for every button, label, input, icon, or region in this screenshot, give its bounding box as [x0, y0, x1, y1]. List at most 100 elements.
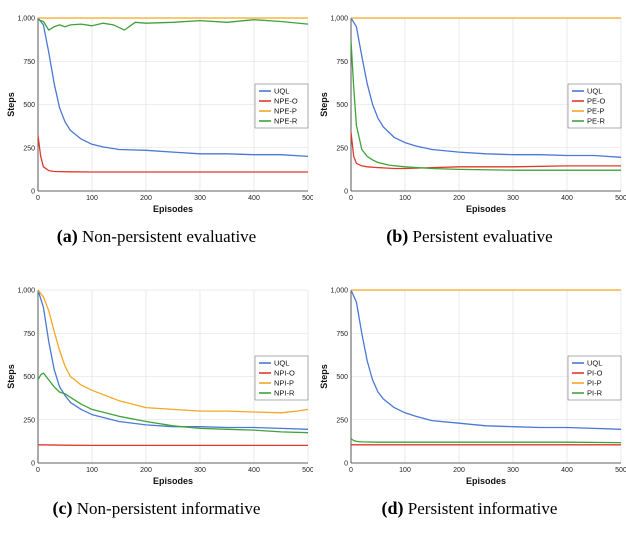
legend-label: PI-R — [587, 389, 603, 398]
series-line-pe-r — [350, 40, 621, 171]
legend-label: UQL — [587, 359, 602, 368]
caption-c: (c) Non-persistent informative — [0, 498, 313, 519]
caption-b-text: Persistent evaluative — [412, 227, 553, 246]
y-tick-label: 250 — [23, 145, 35, 152]
y-tick-label: 250 — [23, 417, 35, 424]
x-axis-title: Episodes — [466, 476, 506, 486]
y-tick-label: 500 — [23, 374, 35, 381]
series-line-npi-r — [37, 372, 309, 434]
y-tick-label: 500 — [336, 374, 348, 381]
legend-label: UQL — [274, 359, 289, 368]
caption-b-tag: (b) — [386, 226, 409, 246]
legend-label: PE-R — [587, 117, 606, 126]
series-line-pe-o — [350, 132, 621, 170]
caption-b: (b) Persistent evaluative — [313, 226, 626, 247]
series-line-uql — [350, 289, 622, 430]
x-tick-label: 200 — [453, 195, 465, 202]
chart-c-svg: 0 100 200 300 400 500 0 250 500 750 1,000 Episodes S… — [6, 288, 313, 487]
series-line-npi-p — [37, 289, 309, 414]
legend-label: NPI-P — [274, 379, 294, 388]
series-line-uql — [37, 17, 309, 158]
legend-label: PI-O — [587, 369, 603, 378]
legend-label: NPE-R — [274, 117, 298, 126]
y-tick-label: 750 — [336, 331, 348, 338]
x-tick-label: 500 — [302, 467, 313, 474]
x-tick-label: 200 — [140, 195, 152, 202]
panel-d: 0 100 200 300 400 500 0 250 500 750 1,000 Episodes S… — [313, 272, 626, 533]
y-tick-label: 0 — [31, 189, 35, 196]
y-tick-label: 1,000 — [17, 288, 35, 295]
legend-label: UQL — [274, 87, 289, 96]
caption-a-text: Non-persistent evaluative — [82, 227, 257, 246]
y-tick-label: 750 — [336, 59, 348, 66]
y-tick-label: 0 — [31, 461, 35, 468]
y-tick-label: 750 — [23, 331, 35, 338]
x-tick-label: 400 — [561, 195, 573, 202]
x-tick-label: 0 — [349, 467, 353, 474]
legend-label: NPE-P — [274, 107, 297, 116]
panel-c: 0 100 200 300 400 500 0 250 500 750 1,000 Episodes S… — [0, 272, 313, 533]
chart-b-svg: 0 100 200 300 400 500 0 250 500 750 1,000 Episodes S… — [319, 16, 626, 215]
chart-d-svg: 0 100 200 300 400 500 0 250 500 750 1,000 Episodes S… — [319, 288, 626, 487]
figure-panels: 0 100 200 300 400 500 0 250 500 750 1,000 Episodes S… — [0, 0, 626, 519]
y-tick-label: 500 — [23, 102, 35, 109]
x-tick-label: 300 — [507, 467, 519, 474]
legend-label: PE-O — [587, 97, 606, 106]
y-tick-label: 1,000 — [330, 288, 348, 295]
y-tick-label: 1,000 — [17, 16, 35, 23]
y-tick-label: 500 — [336, 102, 348, 109]
series-line-npe-o — [37, 135, 308, 173]
series-line-pi-r — [350, 438, 622, 444]
caption-d-tag: (d) — [381, 498, 404, 518]
y-tick-label: 0 — [344, 461, 348, 468]
series-line-uql — [350, 17, 622, 158]
x-tick-label: 400 — [561, 467, 573, 474]
legend-label: UQL — [587, 87, 602, 96]
legend-label: NPI-O — [274, 369, 295, 378]
y-tick-label: 0 — [344, 189, 348, 196]
y-axis-title: Steps — [6, 92, 16, 117]
x-axis-title: Episodes — [153, 204, 193, 214]
legend-label: NPI-R — [274, 389, 295, 398]
x-tick-label: 500 — [615, 467, 626, 474]
y-tick-label: 750 — [23, 59, 35, 66]
x-tick-label: 100 — [399, 467, 411, 474]
x-tick-label: 400 — [248, 195, 260, 202]
x-tick-label: 100 — [86, 467, 98, 474]
y-tick-label: 250 — [336, 145, 348, 152]
x-axis-title: Episodes — [153, 476, 193, 486]
x-tick-label: 300 — [194, 195, 206, 202]
y-axis-title: Steps — [319, 92, 329, 117]
caption-a-tag: (a) — [56, 226, 78, 246]
panel-a: 0 100 200 300 400 500 0 250 500 750 1,000 Episodes S… — [0, 0, 313, 261]
series-line-npe-r — [37, 19, 309, 31]
series-line-npi-o — [37, 444, 308, 447]
x-tick-label: 300 — [194, 467, 206, 474]
caption-d: (d) Persistent informative — [313, 498, 626, 519]
y-tick-label: 250 — [336, 417, 348, 424]
chart-a-svg: 0 100 200 300 400 500 0 250 500 750 1,000 Episodes S… — [6, 16, 313, 215]
y-axis-title: Steps — [6, 364, 16, 389]
legend-label: PI-P — [587, 379, 602, 388]
caption-c-text: Non-persistent informative — [76, 499, 261, 518]
x-tick-label: 500 — [615, 195, 626, 202]
x-tick-label: 200 — [453, 467, 465, 474]
x-tick-label: 0 — [349, 195, 353, 202]
legend-label: PE-P — [587, 107, 605, 116]
caption-d-text: Persistent informative — [407, 499, 558, 518]
x-axis-title: Episodes — [466, 204, 506, 214]
x-tick-label: 500 — [302, 195, 313, 202]
x-tick-label: 100 — [86, 195, 98, 202]
x-tick-label: 400 — [248, 467, 260, 474]
panel-b: 0 100 200 300 400 500 0 250 500 750 1,000 Episodes S… — [313, 0, 626, 261]
caption-c-tag: (c) — [52, 498, 73, 518]
x-tick-label: 100 — [399, 195, 411, 202]
x-tick-label: 0 — [36, 467, 40, 474]
caption-a: (a) Non-persistent evaluative — [0, 226, 313, 247]
legend-label: NPE-O — [274, 97, 298, 106]
x-tick-label: 200 — [140, 467, 152, 474]
x-tick-label: 300 — [507, 195, 519, 202]
y-tick-label: 1,000 — [330, 16, 348, 23]
y-axis-title: Steps — [319, 364, 329, 389]
x-tick-label: 0 — [36, 195, 40, 202]
